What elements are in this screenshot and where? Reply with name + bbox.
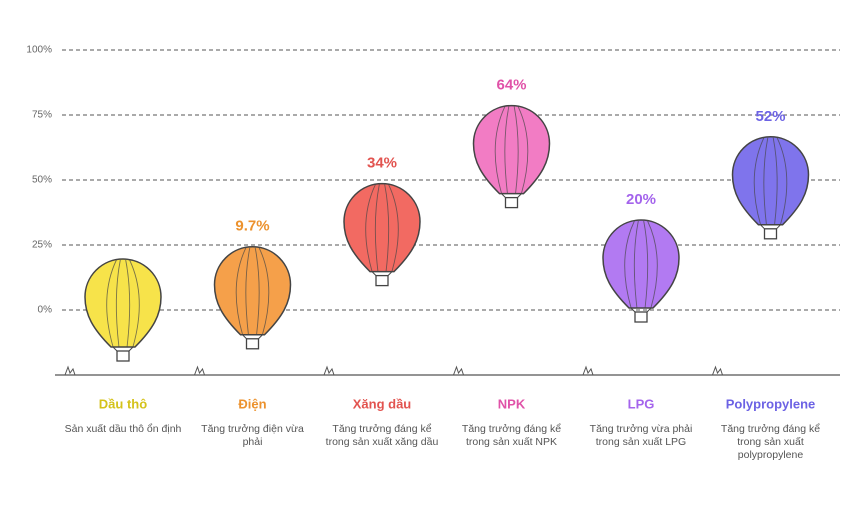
basket xyxy=(245,338,260,350)
description: Tăng trưởng đáng kể trong sản xuất NPK xyxy=(461,423,562,448)
y-tick-label: 75% xyxy=(32,110,52,121)
balloon xyxy=(472,104,551,209)
balloon-seam xyxy=(388,184,399,272)
balloon-envelope xyxy=(84,258,162,348)
value-label: 9.7% xyxy=(235,218,269,235)
balloon-seam xyxy=(365,184,376,272)
balloon-seam xyxy=(504,106,510,194)
grass xyxy=(712,365,723,376)
basket xyxy=(116,350,130,362)
y-tick-label: 50% xyxy=(32,175,52,186)
rope xyxy=(517,193,522,198)
balloon-seam xyxy=(624,220,635,309)
balloon-seam xyxy=(753,137,765,225)
balloon-seam xyxy=(235,247,247,335)
balloon-seam xyxy=(115,259,121,348)
balloon-seam xyxy=(129,259,140,348)
basket xyxy=(634,311,648,323)
balloon xyxy=(731,136,810,240)
balloon-envelope xyxy=(472,104,551,195)
grass xyxy=(194,365,205,376)
value-label: 34% xyxy=(367,155,397,172)
balloon-seam xyxy=(772,137,778,225)
rope xyxy=(501,193,506,198)
y-tick-label: 0% xyxy=(38,305,53,316)
balloon-seam xyxy=(254,247,260,335)
category-label: NPK xyxy=(498,396,526,411)
rope xyxy=(258,334,263,340)
balloon-envelope xyxy=(343,182,421,273)
rope xyxy=(387,271,393,276)
balloon xyxy=(343,182,421,287)
balloon-envelope xyxy=(731,136,810,226)
value-label: 20% xyxy=(626,191,656,208)
balloon-seam xyxy=(776,137,788,225)
basket xyxy=(375,274,389,287)
description: Tăng trưởng điện vừa phải xyxy=(201,423,304,448)
grass xyxy=(582,365,594,376)
category-label: Điện xyxy=(238,396,266,411)
rope xyxy=(112,346,118,352)
rope xyxy=(760,224,765,230)
rope xyxy=(242,334,247,340)
balloon-seam xyxy=(513,106,519,194)
description: Tăng trưởng đáng kể trong sản xuất polyp… xyxy=(720,423,821,461)
balloon-seam xyxy=(643,220,649,309)
y-tick-label: 25% xyxy=(32,240,52,251)
description: Tăng trưởng vừa phải trong sản xuất LPG xyxy=(589,423,693,448)
balloon-seam xyxy=(494,106,506,194)
rope xyxy=(776,224,781,230)
grass xyxy=(323,365,335,376)
balloon-seam xyxy=(517,106,529,194)
balloon-seam xyxy=(647,220,658,309)
balloon xyxy=(602,219,680,323)
balloon-envelope xyxy=(213,246,292,336)
y-tick-label: 100% xyxy=(26,45,52,56)
balloon-seam xyxy=(106,259,117,348)
balloon xyxy=(213,246,292,350)
category-label: Dầu thô xyxy=(99,396,147,411)
balloon-envelope xyxy=(602,219,680,309)
rope xyxy=(646,307,652,313)
rope xyxy=(128,346,134,352)
balloon-seam xyxy=(125,259,131,348)
balloon-seam xyxy=(374,184,380,272)
category-label: Polypropylene xyxy=(726,396,816,411)
category-label: LPG xyxy=(628,396,655,411)
description: Tăng trưởng đáng kể trong sản xuất xăng … xyxy=(325,423,439,448)
basket xyxy=(763,228,778,240)
rope xyxy=(371,271,377,276)
grass xyxy=(64,365,76,376)
balloon-seam xyxy=(384,184,390,272)
category-label: Xăng dầu xyxy=(353,396,412,411)
value-label: 64% xyxy=(496,77,526,94)
value-label: 52% xyxy=(755,108,785,125)
balloon-seam xyxy=(763,137,769,225)
grass xyxy=(453,365,464,376)
balloon-seam xyxy=(245,247,251,335)
balloon-seam xyxy=(258,247,270,335)
balloon-seam xyxy=(633,220,639,309)
basket xyxy=(504,196,519,209)
description: Sản xuất dầu thô ổn định xyxy=(64,423,182,435)
rope xyxy=(630,307,636,313)
balloon xyxy=(84,258,162,362)
